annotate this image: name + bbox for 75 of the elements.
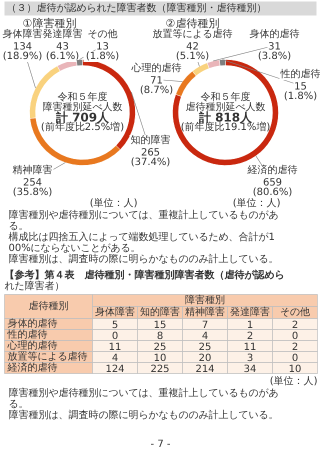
text: (前年度比19.1%増): [180, 121, 270, 133]
x-axis-title: 障害種別: [185, 294, 225, 306]
slice-label: 放置等による虐待: [152, 28, 232, 40]
data-label: 659 (80.6%): [252, 178, 292, 198]
data-label: 20: [198, 353, 212, 364]
text: (単位：人): [90, 197, 138, 209]
text: 虐待種別延べ人数: [186, 101, 266, 113]
chart-subtitle: ①障害種別: [22, 17, 76, 30]
slice-label: その他: [88, 28, 118, 40]
data-label: 134 (18.9%): [2, 42, 42, 62]
data-label: 34: [244, 364, 256, 375]
slice-label: 経済的虐待: [246, 164, 298, 176]
data-label: 225: [150, 364, 170, 375]
data-label: 2: [292, 320, 298, 331]
data-label: 11: [244, 342, 256, 353]
data-label: 71 (8.7%): [140, 76, 174, 96]
x-tick-label: その他: [280, 306, 310, 318]
text: 令和５年度: [58, 91, 108, 103]
x-tick-label: 発達障害: [230, 306, 270, 318]
slice-label: 身体的虐待: [250, 28, 300, 40]
data-label: 31 (3.8%): [258, 42, 292, 62]
text: 障害種別や虐待種別については、重複計上しているものがある。: [8, 387, 278, 410]
data-label: 254 (35.8%): [12, 178, 52, 198]
slice-label: 心理的虐待: [130, 62, 182, 74]
slice-label: 発達障害: [42, 28, 82, 40]
data-label: 25: [154, 342, 166, 353]
data-label: 7: [202, 320, 208, 331]
chart-title: （３）虐待が認められた障害者数（障害種別・虐待種別）: [6, 2, 266, 14]
text: 障害種別延べ人数: [42, 101, 122, 113]
slice-label: 知的障害: [130, 134, 170, 146]
data-label: 0: [292, 353, 298, 364]
data-label: 4: [112, 353, 118, 364]
data-label: 2: [246, 331, 254, 342]
data-label: 15 (1.8%): [284, 82, 318, 102]
slice-label: 精神障害: [12, 164, 52, 176]
data-label: 42 (5.1%): [176, 42, 210, 62]
data-label: 3: [246, 353, 254, 364]
y-tick-label: 身体的虐待: [8, 318, 58, 330]
data-label: 13 (1.8%): [86, 42, 120, 62]
data-label: 265 (37.4%): [130, 148, 170, 168]
y-axis-title: 虐待種別: [28, 300, 68, 312]
data-label: 10: [288, 364, 302, 375]
text: 障害種別や虐待種別については、重複計上しているものがある。: [8, 209, 278, 232]
y-tick-label: 放置等による虐待: [8, 350, 88, 362]
data-label: 5: [112, 320, 118, 331]
text: 構成比は四捨五入によって端数処理しているため、合計が100%にならないことがある。: [8, 231, 275, 254]
data-label: 4: [202, 331, 208, 342]
slice-label: 身体障害: [2, 28, 42, 40]
data-label: 2: [292, 342, 298, 353]
data-label: 8: [156, 331, 164, 342]
x-tick-label: 精神障害: [185, 306, 225, 318]
data-label: 15: [154, 320, 166, 331]
chart-title: 【参考】第４表 虐待種別・障害種別障害者数（虐待が認められた障害者）: [4, 269, 284, 292]
text: 令和５年度: [200, 91, 250, 103]
text: (単位：人): [232, 197, 281, 209]
data-label: 11: [108, 342, 122, 353]
text: (単位：人): [270, 375, 318, 387]
text: 障害種別は、調査時の際に明らかなもののみ計上している。: [8, 253, 278, 265]
chart-subtitle: ②虐待種別: [166, 17, 220, 30]
text: 障害種別は、調査時の際に明らかなもののみ計上している。: [8, 409, 278, 421]
data-label: 124: [105, 364, 125, 375]
data-label: 0: [292, 331, 298, 342]
data-label: 25: [198, 342, 212, 353]
data-label: 214: [195, 364, 215, 375]
slice-label: 性的虐待: [280, 68, 320, 80]
data-label: 43 (6.1%): [46, 42, 80, 62]
x-tick-label: 知的障害: [140, 306, 180, 318]
x-tick-label: 身体障害: [95, 306, 135, 318]
y-tick-label: 心理的虐待: [6, 340, 58, 352]
data-label: 1: [246, 320, 254, 331]
text: - 7 -: [150, 439, 171, 450]
data-label: 10: [154, 353, 166, 364]
y-tick-label: 性的虐待: [6, 328, 48, 340]
y-tick-label: 経済的虐待: [6, 362, 58, 374]
data-label: 0: [112, 331, 118, 342]
